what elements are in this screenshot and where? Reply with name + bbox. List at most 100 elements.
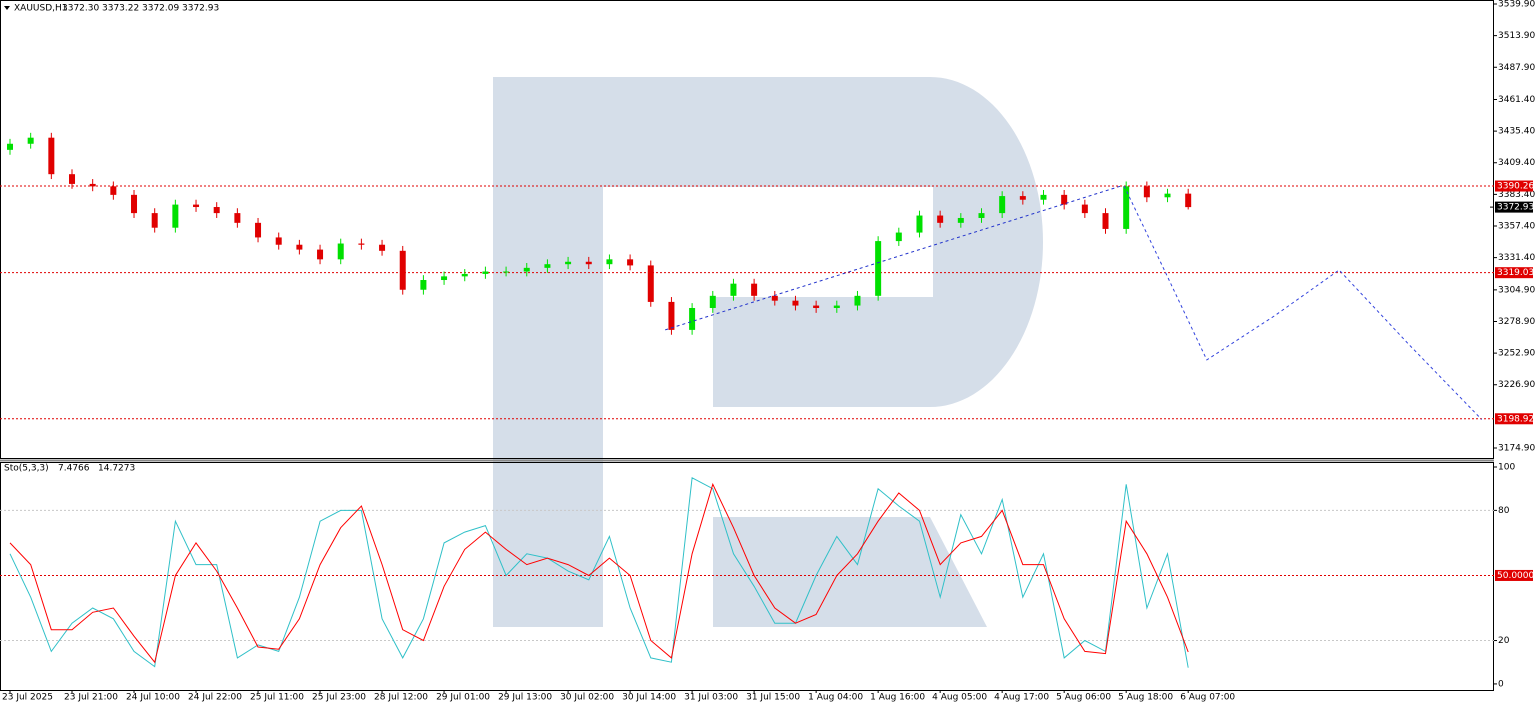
candle-body <box>1185 193 1192 208</box>
candle-body <box>441 276 448 281</box>
candle-body <box>813 305 820 308</box>
candle-body <box>317 249 324 260</box>
y-tick-label: 80 <box>1498 506 1510 516</box>
y-tick-label: 3435.40 <box>1498 127 1535 137</box>
candle-body <box>668 301 675 330</box>
watermark-logo-leg <box>713 517 987 627</box>
y-tick-label: 3304.90 <box>1498 285 1535 295</box>
quote-value: 3372.93 <box>182 4 219 14</box>
candle-body <box>89 183 96 187</box>
candle-body <box>1102 213 1109 229</box>
candle-body <box>585 261 592 265</box>
candle-body <box>48 137 55 175</box>
oscillator-line <box>9 477 1189 668</box>
x-tick-label: 29 Jul 13:00 <box>498 693 552 703</box>
y-tick-label: 3539.90 <box>1498 0 1535 10</box>
candle-body <box>275 237 282 245</box>
y-tick-label: 3461.40 <box>1498 95 1535 105</box>
candle-body <box>1123 186 1130 229</box>
candle-body <box>193 204 200 208</box>
price-label: 3198.92 <box>1497 414 1534 424</box>
candle-body <box>255 222 262 238</box>
price-label: 50.0000 <box>1497 571 1534 581</box>
candle-body <box>957 217 964 223</box>
candle-body <box>689 307 696 330</box>
candle-body <box>503 271 510 273</box>
watermark-logo <box>493 77 1043 627</box>
x-tick-label: 4 Aug 17:00 <box>994 693 1049 703</box>
candle-body <box>1164 193 1171 198</box>
candle-body <box>709 295 716 308</box>
candle-body <box>461 273 468 277</box>
y-tick-label: 3174.90 <box>1498 444 1535 454</box>
y-tick-label: 3331.40 <box>1498 253 1535 263</box>
candle-body <box>771 295 778 301</box>
trendline <box>665 185 1121 331</box>
quote-value: 3373.22 <box>102 4 139 14</box>
candle-body <box>1061 194 1068 205</box>
candle-body <box>565 261 572 265</box>
candle-body <box>1143 186 1150 198</box>
main-frame <box>0 0 1494 459</box>
x-tick-label: 5 Aug 18:00 <box>1118 693 1173 703</box>
price-label-box <box>1495 267 1533 279</box>
candle-body <box>833 305 840 308</box>
y-tick-label: 3226.90 <box>1498 380 1535 390</box>
candle-body <box>792 300 799 306</box>
x-tick-label: 1 Aug 04:00 <box>808 693 863 703</box>
oscillator-readout: 7.4766 <box>58 464 90 474</box>
price-label: 3319.03 <box>1497 268 1534 278</box>
plot-area <box>0 477 1494 668</box>
y-tick-label: 3383.40 <box>1498 190 1535 200</box>
price-label-box <box>1495 413 1533 425</box>
x-tick-label: 6 Aug 07:00 <box>1180 693 1235 703</box>
y-tick-label: 20 <box>1498 636 1510 646</box>
x-tick-label: 24 Jul 22:00 <box>188 693 242 703</box>
candle-body <box>730 283 737 296</box>
plot-area <box>0 132 1494 420</box>
price-label-box <box>1495 201 1533 213</box>
candle-body <box>751 283 758 296</box>
x-tick-label: 5 Aug 06:00 <box>1056 693 1111 703</box>
quote-value: 3372.09 <box>142 4 179 14</box>
x-tick-label: 1 Aug 16:00 <box>870 693 925 703</box>
candle-body <box>420 280 427 290</box>
y-tick-label: 3487.90 <box>1498 63 1535 73</box>
candle-body <box>337 243 344 260</box>
y-tick-label: 3409.40 <box>1498 158 1535 168</box>
candle-body <box>937 215 944 223</box>
forecast <box>1123 185 1483 420</box>
price-label-box <box>1495 569 1533 581</box>
candle-body <box>110 186 117 195</box>
x-tick-label: 25 Jul 11:00 <box>250 693 304 703</box>
price-label: 3390.26 <box>1497 182 1534 192</box>
candle-body <box>916 215 923 233</box>
candle-body <box>151 213 158 228</box>
x-tick-label: 30 Jul 02:00 <box>560 693 614 703</box>
y-tick-label: 3252.90 <box>1498 349 1535 359</box>
oscillator-title: Sto(5,3,3) <box>4 464 49 474</box>
candle-body <box>69 174 76 184</box>
candle-body <box>1040 194 1047 200</box>
candle-body <box>234 213 241 223</box>
symbol-menu-arrow[interactable] <box>4 6 10 10</box>
watermark <box>493 77 1043 627</box>
candle-body <box>606 259 613 265</box>
y-tick-label: 3513.90 <box>1498 31 1535 41</box>
price-label-box <box>1495 180 1533 192</box>
candle-body <box>7 143 13 150</box>
candle-body <box>296 244 303 250</box>
candle-body <box>1019 196 1026 200</box>
candle-body <box>978 213 985 218</box>
oscillator-readout: 14.7273 <box>98 464 135 474</box>
price-label: 3372.93 <box>1497 203 1534 213</box>
x-tick-label: 24 Jul 10:00 <box>126 693 180 703</box>
y-tick-label: 3278.90 <box>1498 317 1535 327</box>
candle-body <box>544 264 551 268</box>
candle-body <box>358 243 365 245</box>
candle-body <box>875 241 882 296</box>
x-tick-label: 31 Jul 15:00 <box>746 693 800 703</box>
symbol-title: XAUUSD,H1 <box>14 4 68 14</box>
x-tick-label: 23 Jul 2025 <box>2 693 53 703</box>
